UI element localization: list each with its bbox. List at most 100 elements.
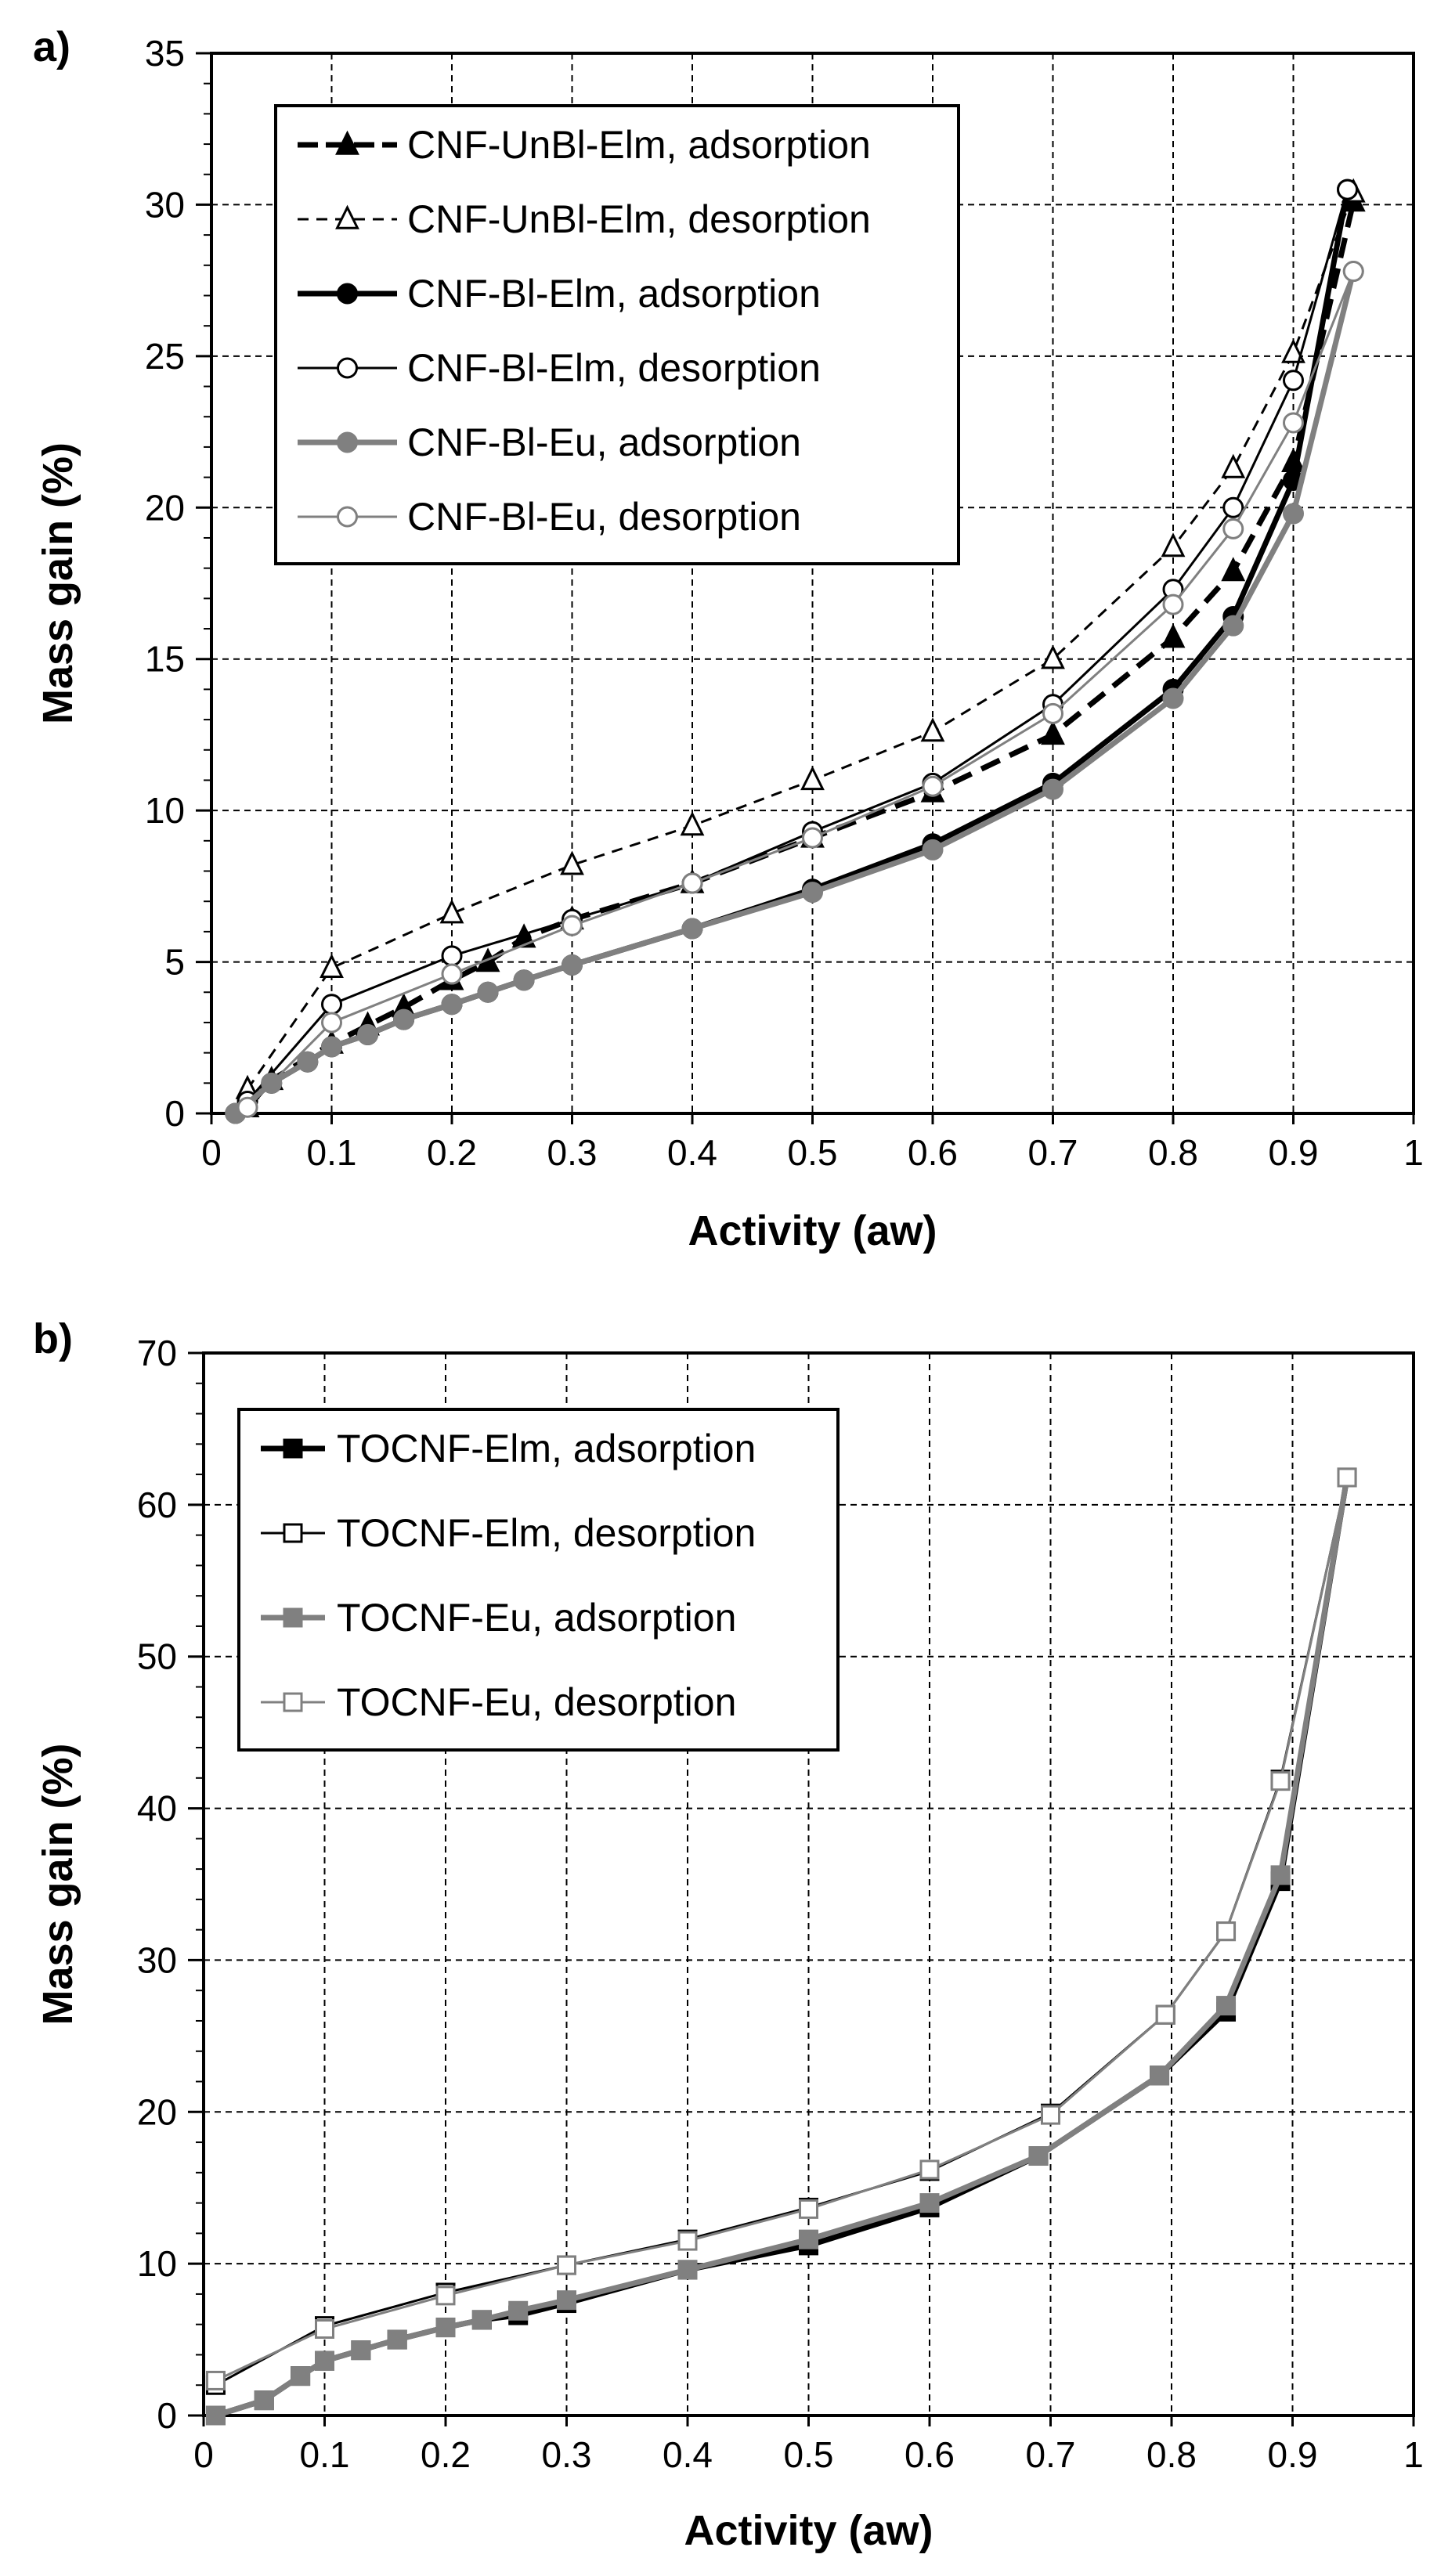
y-tick-label: 30 [145, 184, 185, 225]
chart-panel-a: 0 0.1 0.2 0.3 0.4 0.5 0.6 0.7 0.8 0.9 105101520253… [33, 23, 1424, 1254]
legend: TOCNF-Elm, adsorption TOCNF-Elm, desorpti… [237, 1408, 840, 1752]
legend-label: CNF-Bl-Eu, adsorption [407, 420, 801, 464]
x-tick-label: 0.4 [663, 2434, 713, 2475]
data-point [557, 2290, 576, 2311]
data-point [508, 2300, 529, 2321]
y-tick-label: 60 [137, 1485, 177, 1525]
series-tocnf-eu-adsorption [205, 1467, 1357, 2426]
chart-panel-b: 0 0.1 0.2 0.3 0.4 0.5 0.6 0.7 0.8 0.9 101020304050… [33, 1315, 1424, 2554]
data-point [441, 994, 463, 1016]
data-point [922, 839, 944, 860]
legend-label: CNF-UnBl-Elm, adsorption [407, 123, 871, 167]
legend-label: TOCNF-Elm, desorption [337, 1511, 756, 1555]
legend-box [237, 1408, 840, 1752]
data-point [441, 963, 463, 985]
legend-label: TOCNF-Eu, desorption [337, 1680, 736, 1724]
legend-item: CNF-UnBl-Elm, desorption [298, 197, 871, 241]
data-point [1222, 615, 1244, 637]
legend-label: TOCNF-Eu, adsorption [337, 1596, 736, 1640]
data-point [557, 2255, 576, 2275]
series-line [215, 1477, 1349, 2382]
data-point [393, 1008, 415, 1030]
panel-label: b) [33, 1315, 73, 1362]
data-point [1270, 1771, 1291, 1791]
x-tick-label: 0.1 [307, 1132, 357, 1173]
data-point [919, 2193, 940, 2213]
data-point [681, 872, 703, 894]
y-tick-label: 25 [145, 336, 185, 377]
legend-label: CNF-Bl-Elm, adsorption [407, 272, 821, 316]
data-point [297, 1051, 319, 1073]
data-point [315, 2351, 334, 2371]
data-point [560, 850, 584, 875]
x-tick-label: 0 [201, 1132, 222, 1173]
legend-item: TOCNF-Elm, adsorption [261, 1427, 756, 1470]
x-tick-label: 0.6 [908, 1132, 958, 1173]
x-tick-label: 0.9 [1268, 2434, 1318, 2475]
data-point [920, 717, 945, 742]
data-point [1041, 720, 1065, 745]
data-point [1337, 179, 1359, 200]
y-axis-title: Mass gain (%) [34, 1743, 81, 2025]
data-point [562, 915, 583, 936]
legend-item: CNF-UnBl-Elm, adsorption [298, 123, 871, 167]
data-point [1162, 687, 1184, 709]
data-point [1216, 1921, 1237, 1942]
data-point [802, 882, 823, 904]
data-point [237, 1096, 258, 1118]
panel-label: a) [33, 23, 70, 70]
data-point [471, 2310, 492, 2330]
data-point [562, 954, 583, 976]
data-point [435, 2318, 456, 2338]
x-tick-label: 1 [1403, 2434, 1424, 2475]
data-point [477, 981, 499, 1003]
y-tick-label: 20 [145, 487, 185, 528]
data-point [802, 827, 823, 849]
data-point [1150, 2065, 1170, 2086]
data-point [320, 953, 344, 979]
x-tick-label: 0.2 [421, 2434, 471, 2475]
y-tick-label: 50 [137, 1636, 177, 1677]
y-tick-label: 35 [145, 33, 185, 74]
data-point [1222, 518, 1244, 539]
series-cnf-bl-eu-desorption [237, 261, 1364, 1118]
legend-item: TOCNF-Eu, desorption [261, 1680, 736, 1724]
x-tick-label: 0.5 [788, 1132, 838, 1173]
data-point [1161, 532, 1186, 557]
data-point [205, 2405, 226, 2426]
data-point [513, 969, 535, 991]
data-point [1155, 2004, 1175, 2025]
data-point [1221, 453, 1246, 478]
data-point [1028, 2146, 1049, 2167]
data-point [1216, 1996, 1237, 2016]
legend-marker [337, 506, 358, 528]
data-point [205, 2370, 226, 2390]
data-point [441, 945, 463, 967]
x-tick-label: 0.8 [1146, 2434, 1197, 2475]
data-point [357, 1023, 379, 1045]
y-tick-label: 20 [137, 2091, 177, 2132]
series-line [246, 270, 1355, 1109]
y-tick-label: 10 [137, 2243, 177, 2284]
x-tick-label: 0.3 [547, 1132, 598, 1173]
legend-item: CNF-Bl-Elm, desorption [298, 346, 821, 390]
legend-marker [283, 1607, 303, 1628]
x-axis-title: Activity (aw) [684, 2507, 933, 2554]
legend-box [274, 104, 960, 565]
data-point [1283, 503, 1304, 525]
legend-marker [337, 283, 358, 305]
y-axis-title: Mass gain (%) [34, 442, 81, 724]
legend-item: TOCNF-Elm, desorption [261, 1511, 756, 1555]
data-point [1221, 557, 1246, 582]
data-point [1042, 702, 1063, 724]
data-point [799, 2229, 818, 2249]
x-tick-label: 0.9 [1269, 1132, 1319, 1173]
data-point [1283, 370, 1304, 391]
data-point [1337, 1467, 1357, 1488]
legend-marker [335, 204, 359, 229]
legend-marker [337, 357, 358, 379]
y-tick-label: 15 [145, 639, 185, 680]
data-point [677, 2231, 698, 2251]
data-point [387, 2329, 407, 2350]
